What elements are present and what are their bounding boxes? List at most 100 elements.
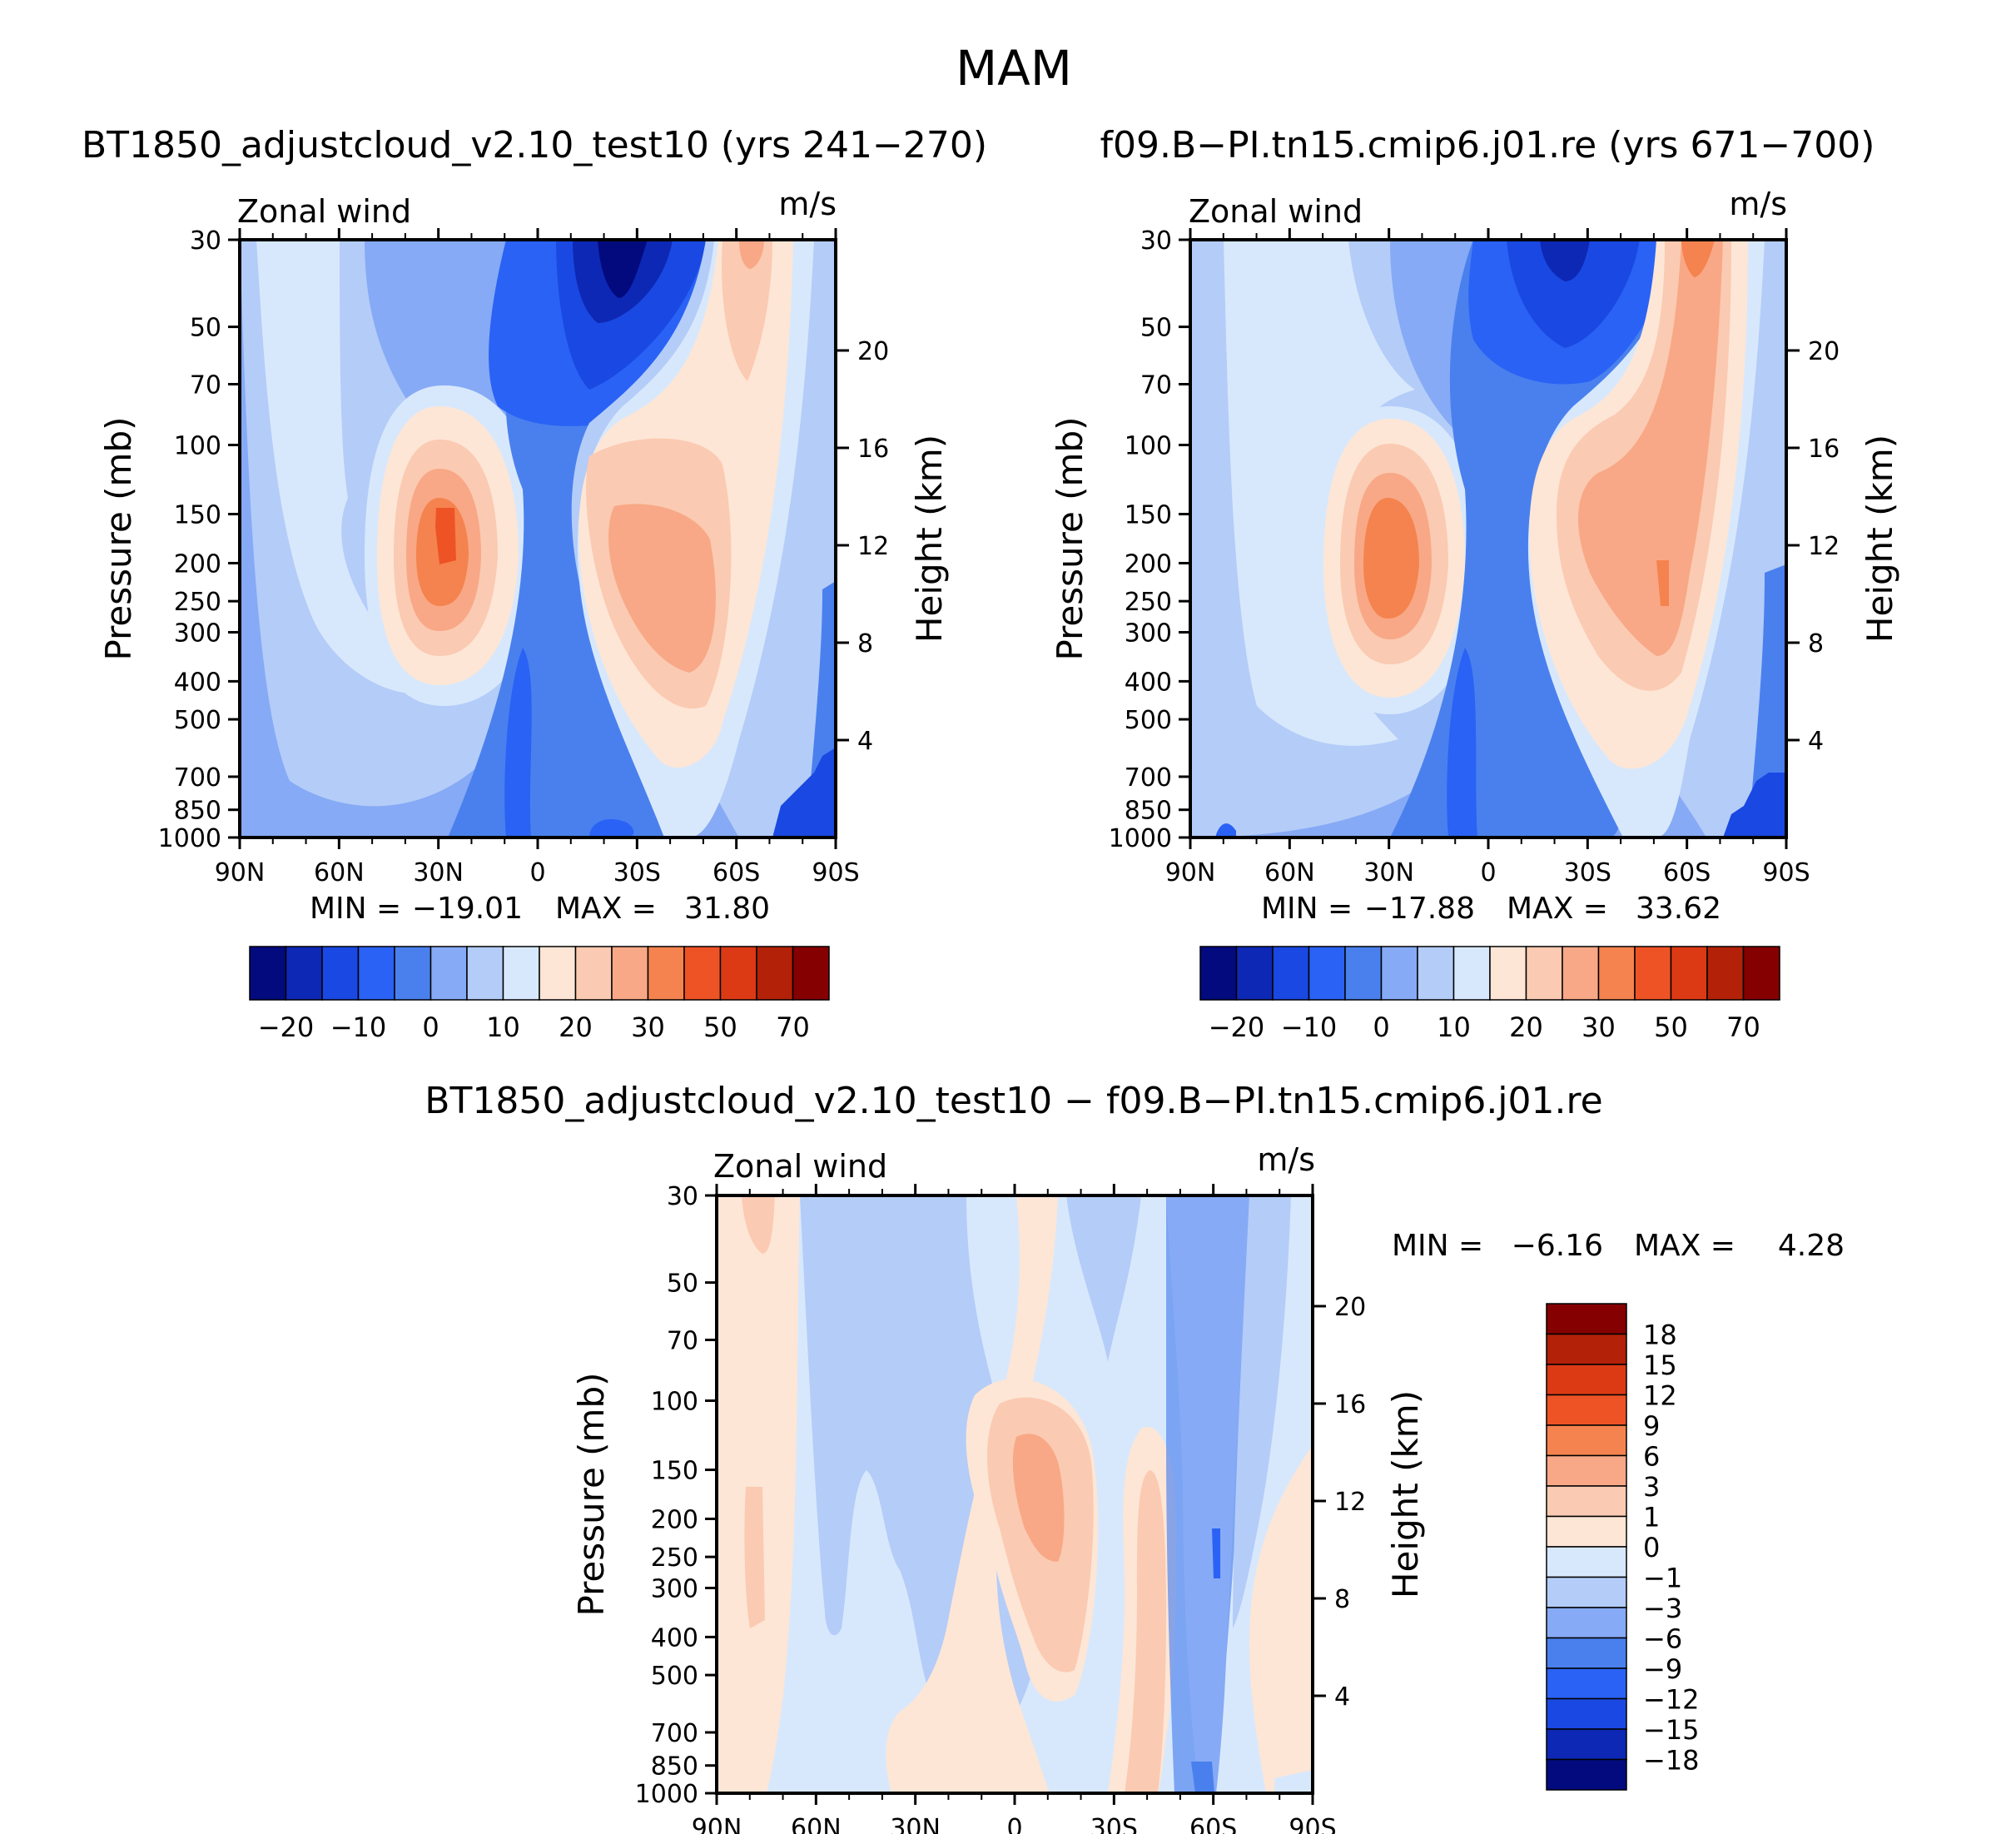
y-tick-label: 700 — [174, 763, 221, 793]
y-tick-label: 70 — [190, 370, 221, 400]
colorbar-label: 0 — [1643, 1532, 1660, 1563]
y2-tick-label: 12 — [857, 532, 889, 561]
y2-tick-label: 12 — [1808, 532, 1840, 561]
x-tick-label: 60N — [314, 858, 365, 887]
panel-right-x-ticks: 90N 60N 30N 0 30S 60S 90S — [1165, 228, 1810, 887]
y-tick-label: 30 — [190, 226, 221, 256]
colorbar-label: −10 — [1281, 1011, 1338, 1043]
y-tick-label: 30 — [667, 1182, 698, 1211]
colorbar-label: 20 — [1509, 1011, 1543, 1043]
y-tick-label: 500 — [1125, 706, 1172, 735]
colorbar-label: 3 — [1643, 1471, 1660, 1503]
contour-band — [1748, 564, 1786, 837]
colorbar-label: 10 — [1437, 1011, 1471, 1043]
y-tick-label: 50 — [190, 314, 221, 343]
x-tick-label: 60N — [1264, 858, 1315, 887]
colorbar-label: −9 — [1643, 1653, 1682, 1685]
colorbar-box — [1546, 1758, 1627, 1791]
x-tick-label: 60S — [1189, 1814, 1237, 1834]
y-tick-label: 300 — [1125, 619, 1172, 648]
contour-band — [598, 240, 648, 298]
contour-band — [739, 240, 764, 269]
panel-diff-plot-area — [715, 1194, 1314, 1795]
y-tick-label: 1000 — [635, 1780, 698, 1809]
colorbar-box — [1546, 1607, 1627, 1639]
y-tick-label: 250 — [651, 1543, 698, 1573]
contour-band — [1540, 240, 1590, 281]
y-tick-label: 70 — [1140, 370, 1172, 400]
colorbar-label: −12 — [1643, 1684, 1700, 1716]
panel-right-colorbar — [1199, 946, 1780, 1001]
y-tick-label: 700 — [1125, 763, 1172, 793]
colorbar-label: −20 — [258, 1011, 315, 1043]
x-tick-label: 90N — [215, 858, 266, 887]
stats-min-value: −17.88 — [1364, 892, 1475, 926]
colorbar-label: −10 — [330, 1011, 387, 1043]
panel-diff-title: BT1850_adjustcloud_v2.10_test10 − f09.B−… — [425, 1080, 1602, 1122]
colorbar-box — [1546, 1546, 1627, 1578]
y-tick-label: 400 — [651, 1623, 698, 1653]
colorbar-box — [574, 946, 613, 1001]
y2-tick-label: 12 — [1334, 1488, 1366, 1517]
panel-diff-y2label: Height (km) — [1385, 1390, 1426, 1598]
stats-min-label: MIN = — [310, 892, 401, 926]
y-tick-label: 850 — [1125, 797, 1172, 826]
panel-diff-stats: MIN = −6.16 MAX = 4.28 — [1392, 1229, 1845, 1263]
panel-right-ylabel: Pressure (mb) — [1050, 416, 1090, 660]
colorbar-box — [1380, 946, 1418, 1001]
colorbar-label: 20 — [559, 1011, 593, 1043]
colorbar-box — [539, 946, 577, 1001]
y-tick-label: 100 — [651, 1388, 698, 1417]
contour-band — [1681, 240, 1715, 277]
colorbar-label: −20 — [1209, 1011, 1265, 1043]
contour-band — [1191, 1762, 1214, 1793]
y-tick-label: 400 — [1125, 668, 1172, 697]
colorbar-box — [394, 946, 432, 1001]
y-tick-label: 700 — [651, 1719, 698, 1748]
panel-right-plot-area — [1189, 238, 1788, 839]
colorbar-box — [1452, 946, 1491, 1001]
colorbar-label: −3 — [1643, 1593, 1682, 1624]
colorbar-box — [1344, 946, 1383, 1001]
panel-left-plot-area — [238, 238, 837, 839]
x-tick-label: 30N — [890, 1814, 941, 1834]
y-tick-label: 150 — [651, 1457, 698, 1486]
colorbar-label: 0 — [1373, 1011, 1389, 1043]
contour-band — [1578, 240, 1723, 656]
panel-diff-colorbar — [1546, 1303, 1627, 1791]
colorbar-box — [1546, 1394, 1627, 1426]
x-tick-label: 60S — [1663, 858, 1711, 887]
y2-tick-label: 4 — [1808, 727, 1824, 756]
contour-band — [742, 1195, 775, 1254]
y-tick-label: 250 — [174, 588, 221, 617]
colorbar-label: −15 — [1643, 1714, 1700, 1746]
x-tick-label: 90N — [692, 1814, 742, 1834]
panel-right-stats: MIN = −17.88 MAX = 33.62 — [1261, 892, 1721, 926]
panel-left-colorbar-labels: −20 −10 0 10 20 30 50 70 — [258, 1011, 810, 1043]
y-tick-label: 250 — [1125, 588, 1172, 617]
y-tick-label: 500 — [651, 1662, 698, 1691]
colorbar-label: 0 — [422, 1011, 439, 1043]
panel-left-y2-ticks: 20 16 12 8 4 — [836, 337, 889, 756]
colorbar-label: 1 — [1643, 1502, 1660, 1533]
panel-left-colorbar — [249, 946, 830, 1001]
panel-left-ylabel: Pressure (mb) — [98, 416, 139, 660]
stats-min-label: MIN = — [1392, 1229, 1483, 1263]
x-tick-label: 30S — [1090, 1814, 1138, 1834]
contour-band — [722, 240, 772, 381]
stats-max-label: MAX = — [555, 892, 657, 926]
y-tick-label: 300 — [651, 1574, 698, 1603]
stats-max-value: 31.80 — [684, 892, 770, 926]
colorbar-box — [1546, 1364, 1627, 1396]
colorbar-box — [1546, 1667, 1627, 1700]
colorbar-box — [466, 946, 504, 1001]
y-tick-label: 400 — [174, 668, 221, 697]
panel-diff: BT1850_adjustcloud_v2.10_test10 − f09.B−… — [425, 1080, 1845, 1834]
contour-band — [1012, 1434, 1065, 1562]
y-tick-label: 500 — [174, 706, 221, 735]
x-tick-label: 0 — [529, 858, 545, 887]
y2-tick-label: 8 — [857, 629, 873, 659]
x-tick-label: 90S — [1289, 1814, 1336, 1834]
